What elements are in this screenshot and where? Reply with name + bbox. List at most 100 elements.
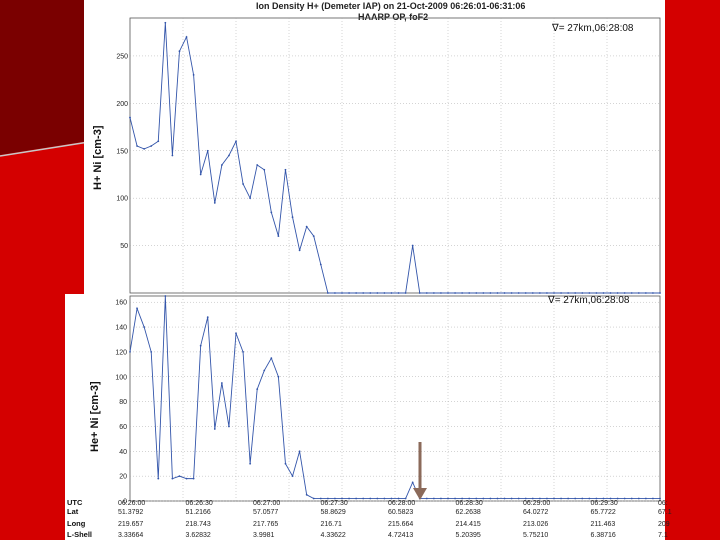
- data-point: [581, 497, 584, 500]
- data-point: [553, 497, 555, 500]
- data-point: [369, 497, 372, 500]
- table-cell: 216.71: [321, 521, 343, 528]
- table-cell: 06:28:00: [388, 500, 415, 507]
- data-point: [164, 21, 167, 24]
- table-cell: 217.765: [253, 521, 278, 528]
- data-point: [531, 497, 534, 500]
- table-cell: 06:26:00: [118, 500, 145, 507]
- table-cell: 7.1: [658, 532, 668, 539]
- data-point: [411, 481, 414, 484]
- table-cell: 3.33664: [118, 532, 143, 539]
- table-cell: 58.8629: [321, 509, 346, 516]
- data-point: [341, 497, 343, 500]
- data-point: [157, 477, 160, 480]
- data-point: [136, 145, 138, 147]
- data-point: [199, 344, 202, 347]
- data-point: [383, 497, 386, 500]
- data-point: [129, 351, 131, 353]
- data-point: [185, 477, 188, 480]
- data-point: [397, 292, 400, 294]
- data-point: [192, 477, 195, 480]
- data-point: [489, 292, 492, 294]
- data-point: [496, 292, 499, 294]
- table-cell: 214.415: [456, 521, 481, 528]
- data-point: [284, 168, 287, 171]
- y-tick-label: 50: [120, 243, 128, 250]
- data-point: [609, 292, 612, 294]
- data-point: [517, 497, 520, 500]
- data-point: [652, 292, 654, 294]
- table-cell: 5.75210: [523, 532, 548, 539]
- y-tick-label: 40: [119, 449, 127, 456]
- data-point: [454, 292, 456, 294]
- event-arrow: [413, 442, 427, 500]
- data-point: [659, 497, 661, 500]
- y-tick-label: 20: [119, 474, 127, 481]
- table-row-header: UTC: [67, 498, 83, 507]
- bottom-y-ticks: 0 20 40 60 80 100 120 140 160: [115, 300, 127, 506]
- data-point: [503, 497, 506, 500]
- table-cell: 06:28:30: [456, 500, 483, 507]
- data-point: [390, 292, 393, 294]
- table-row-header: Long: [67, 519, 86, 528]
- data-point: [383, 292, 386, 294]
- series-line-he-plus: [129, 295, 660, 499]
- data-point: [291, 216, 294, 219]
- data-point: [524, 497, 527, 500]
- data-point: [574, 292, 577, 294]
- table-cell: 06:: [658, 500, 668, 507]
- data-point: [524, 292, 527, 294]
- table-cell: 06:27:00: [253, 500, 280, 507]
- y-tick-label: 250: [116, 53, 128, 60]
- data-point: [298, 249, 301, 252]
- data-point: [334, 292, 336, 294]
- y-tick-label: 100: [116, 196, 128, 203]
- data-point: [581, 292, 584, 294]
- data-point: [468, 292, 471, 294]
- chart-title: Ion Density H+ (Demeter IAP) on 21-Oct-2…: [256, 1, 525, 11]
- data-point: [644, 497, 647, 500]
- data-point: [510, 292, 513, 294]
- bottom-annotation: ∇= 27km,06:28:08: [547, 295, 630, 306]
- table-cell: 64.0272: [523, 509, 548, 516]
- data-point: [143, 326, 146, 328]
- y-tick-label: 60: [119, 424, 127, 431]
- table-cell: 213.026: [523, 521, 548, 528]
- data-point: [376, 292, 379, 294]
- data-point: [220, 164, 223, 166]
- table-cell: 3.9981: [253, 532, 275, 539]
- data-point: [171, 154, 174, 157]
- data-point: [284, 462, 287, 465]
- y-tick-label: 0: [123, 499, 127, 506]
- data-point: [503, 292, 506, 294]
- data-point: [637, 292, 640, 294]
- top-y-label: H+ Ni [cm-3]: [92, 125, 104, 190]
- data-point: [206, 149, 209, 152]
- y-tick-label: 150: [116, 148, 128, 155]
- data-point: [249, 462, 252, 465]
- bottom-figure-panel: [65, 294, 665, 540]
- table-cell: 60.5823: [388, 509, 413, 516]
- data-point: [447, 497, 449, 500]
- y-tick-label: 120: [115, 349, 127, 356]
- y-tick-label: 200: [116, 101, 128, 108]
- top-grid: [130, 18, 660, 293]
- table-cell: 51.2166: [186, 509, 211, 516]
- y-tick-label: 160: [115, 300, 127, 307]
- data-point: [206, 316, 209, 319]
- data-point: [482, 497, 485, 500]
- table-cell: 06:26:30: [186, 500, 213, 507]
- table-cell: 3.62832: [186, 532, 211, 539]
- table-row-header: L-Shell: [67, 530, 92, 539]
- data-point: [588, 497, 591, 500]
- data-point: [468, 497, 471, 500]
- data-point: [432, 292, 435, 294]
- data-point: [291, 475, 294, 478]
- data-point: [560, 292, 562, 294]
- data-point: [553, 292, 555, 294]
- data-point: [616, 497, 619, 500]
- data-point: [560, 497, 562, 500]
- data-point: [404, 497, 407, 500]
- data-point: [348, 497, 350, 500]
- table-cell: 5.20395: [456, 532, 481, 539]
